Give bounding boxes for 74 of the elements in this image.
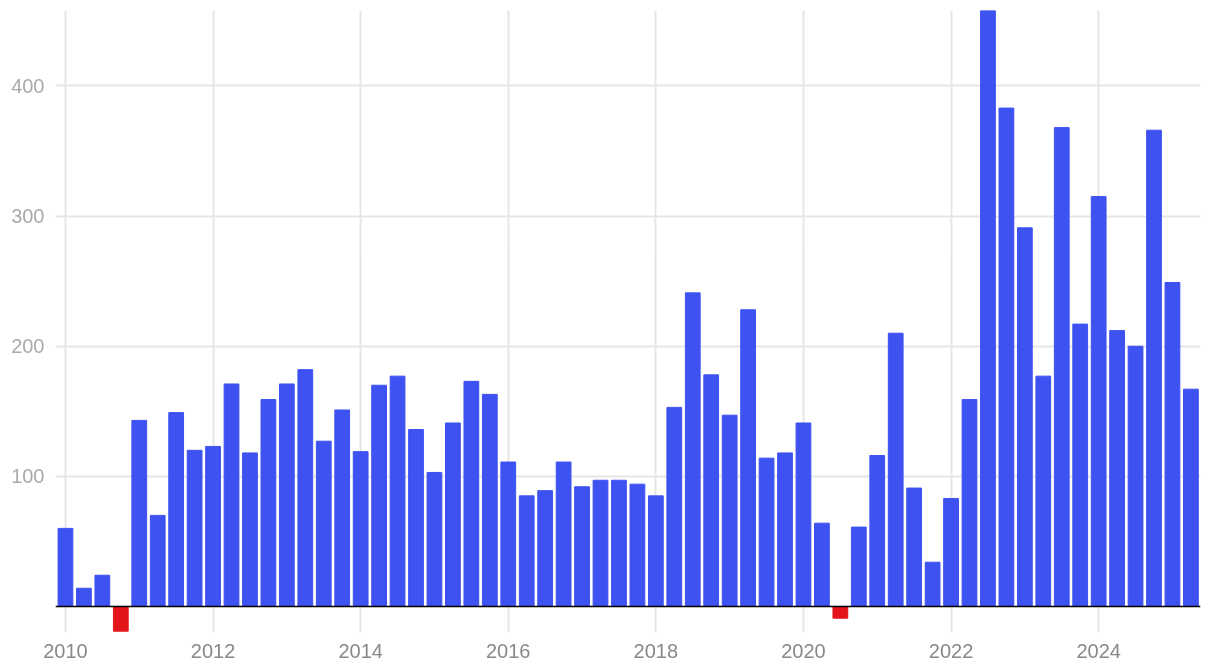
bar (1016, 227, 1033, 607)
bar (500, 461, 517, 607)
bar (371, 384, 387, 607)
bar (814, 522, 830, 607)
bar (998, 107, 1015, 607)
bar (924, 561, 941, 607)
bar (1164, 281, 1181, 607)
bar (647, 495, 664, 607)
bar (703, 374, 720, 607)
bar (1109, 330, 1125, 607)
y-tick-label: 300 (11, 205, 45, 228)
bar (352, 451, 369, 607)
bar (1090, 196, 1107, 607)
bar (334, 409, 351, 607)
bar (721, 414, 738, 607)
bar (57, 527, 74, 607)
bar (445, 422, 461, 607)
bar (758, 457, 775, 607)
bar (315, 440, 332, 607)
y-tick-label: 100 (11, 465, 45, 488)
bar (1035, 375, 1052, 607)
bar (777, 452, 793, 607)
bar (592, 479, 609, 607)
bar (1053, 127, 1070, 607)
x-tick-label: 2024 (1076, 639, 1121, 662)
bar (1127, 345, 1144, 607)
bar (463, 380, 480, 607)
x-tick-label: 2022 (928, 639, 974, 662)
bar (389, 375, 406, 607)
bar (1183, 388, 1199, 607)
y-tick-label: 400 (11, 74, 45, 97)
bar (112, 605, 129, 632)
bar (1146, 129, 1162, 607)
bar (629, 483, 646, 607)
bar (1072, 323, 1089, 607)
bar (850, 526, 867, 607)
bar (961, 399, 978, 607)
bar (426, 471, 443, 607)
bar (943, 497, 959, 607)
bar (574, 486, 590, 607)
x-tick-label: 2014 (338, 639, 383, 662)
bar (906, 487, 923, 607)
bar (205, 445, 221, 607)
bar (481, 393, 498, 607)
bar (666, 406, 683, 607)
bar (149, 514, 166, 607)
bar (260, 399, 277, 607)
bar (297, 369, 314, 607)
bar (555, 461, 572, 607)
x-tick-label: 2018 (633, 639, 679, 662)
bar (278, 383, 295, 607)
bar (537, 490, 554, 607)
bar (980, 10, 996, 607)
bar (795, 422, 812, 607)
x-tick-label: 2020 (781, 639, 826, 662)
bar (518, 495, 535, 607)
x-tick-label: 2012 (190, 639, 236, 662)
bar (869, 455, 886, 607)
bar (223, 383, 240, 607)
x-tick-label: 2016 (486, 639, 531, 662)
bar (186, 449, 203, 607)
bar (94, 574, 111, 607)
y-tick-label: 200 (11, 335, 45, 358)
bar (131, 419, 148, 607)
bar (611, 479, 627, 607)
bar (408, 429, 424, 607)
bar (887, 332, 904, 607)
bar (684, 292, 701, 607)
bar (242, 452, 258, 607)
bar (740, 309, 756, 607)
bar (76, 587, 92, 607)
bar (832, 605, 849, 619)
x-tick-label: 2010 (43, 639, 88, 662)
bar (168, 412, 185, 607)
